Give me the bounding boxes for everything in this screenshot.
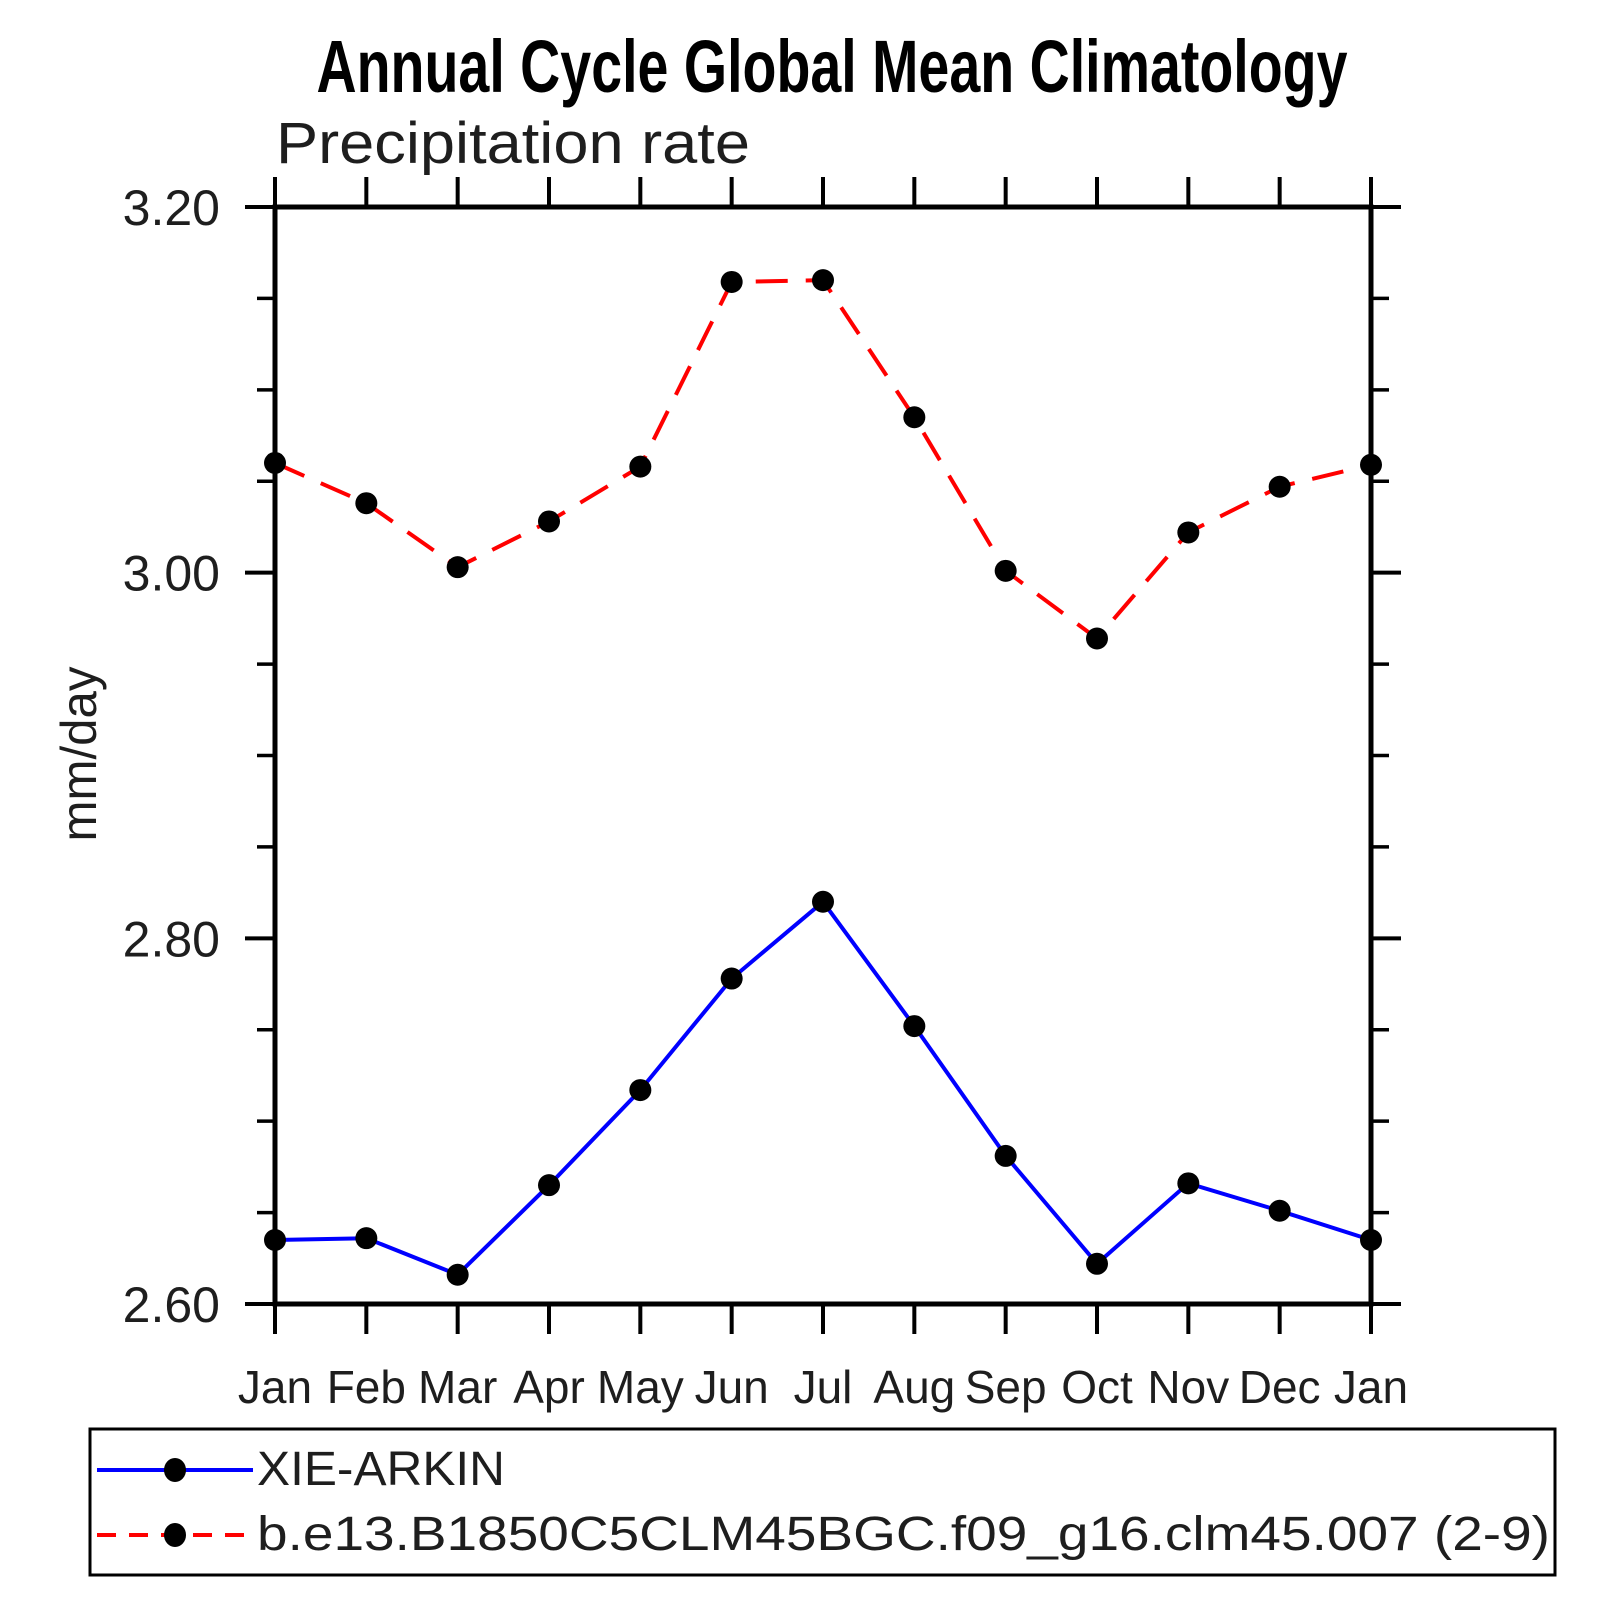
series-line-1 (274, 278, 1372, 642)
x-tick-label: May (597, 1361, 684, 1413)
series-marker-0 (903, 1015, 926, 1038)
plot-frame (272, 204, 1374, 1307)
legend-marker-icon (164, 1458, 186, 1482)
x-tick-label: Jan (238, 1361, 312, 1413)
series-marker-0 (994, 1144, 1017, 1167)
series-marker-1 (629, 455, 652, 478)
series-marker-1 (355, 492, 378, 515)
series-line-0 (274, 898, 1372, 1278)
x-tick-label: Feb (327, 1361, 406, 1413)
x-tick-label: Aug (873, 1361, 955, 1413)
series-marker-1 (994, 559, 1017, 582)
series-marker-0 (1268, 1199, 1291, 1222)
y-tick-label: 3.20 (123, 180, 220, 236)
x-tick-label: Jan (1334, 1361, 1408, 1413)
series-marker-1 (1268, 475, 1291, 498)
y-tick-label: 3.00 (123, 546, 220, 602)
chart-title: Annual Cycle Global Mean Climatology (317, 25, 1348, 108)
series-marker-1 (538, 510, 560, 533)
series-marker-1 (446, 556, 469, 579)
series-marker-1 (1177, 521, 1200, 544)
series-marker-1 (1086, 627, 1108, 650)
series-marker-1 (720, 270, 743, 293)
x-tick-label: Mar (418, 1361, 497, 1413)
series-marker-0 (355, 1227, 378, 1250)
legend-box: XIE-ARKIN b.e13.B1850C5CLM45BGC.f09_g16.… (88, 1427, 1557, 1577)
series-marker-1 (903, 406, 926, 429)
legend-border (88, 1427, 1557, 1577)
y-tick-label: 2.60 (123, 1277, 220, 1333)
x-tick-label: Oct (1061, 1361, 1133, 1413)
legend-entry-observation: XIE-ARKIN (97, 1443, 505, 1496)
legend-label-model: b.e13.B1850C5CLM45BGC.f09_g16.clm45.007 … (257, 1508, 1550, 1561)
y-axis-label: mm/day (51, 667, 107, 842)
chart-subtitle: Precipitation rate (276, 111, 750, 176)
series-marker-1 (812, 269, 834, 292)
series-marker-0 (446, 1263, 469, 1286)
series-marker-0 (629, 1079, 652, 1102)
x-tick-label: Dec (1239, 1361, 1321, 1413)
series-marker-0 (1086, 1252, 1108, 1275)
x-tick-label: Jun (695, 1361, 769, 1413)
series-marker-0 (812, 890, 834, 913)
x-tick-label: Nov (1147, 1361, 1229, 1413)
y-tick-label: 2.80 (123, 911, 220, 967)
legend-entry-model: b.e13.B1850C5CLM45BGC.f09_g16.clm45.007 … (97, 1508, 1550, 1561)
legend-label-observation: XIE-ARKIN (257, 1443, 505, 1496)
legend-marker-icon (164, 1523, 186, 1547)
series-marker-0 (720, 967, 743, 990)
series-marker-0 (538, 1174, 560, 1197)
x-tick-label: Apr (513, 1361, 585, 1413)
x-tick-label: Sep (965, 1361, 1047, 1413)
series-marker-0 (1177, 1172, 1200, 1195)
plot-area: 3.20 3.00 2.80 2.60 Jan Feb Mar Apr May Jun Jul Aug… (123, 177, 1408, 1413)
x-tick-label: Jul (794, 1361, 853, 1413)
